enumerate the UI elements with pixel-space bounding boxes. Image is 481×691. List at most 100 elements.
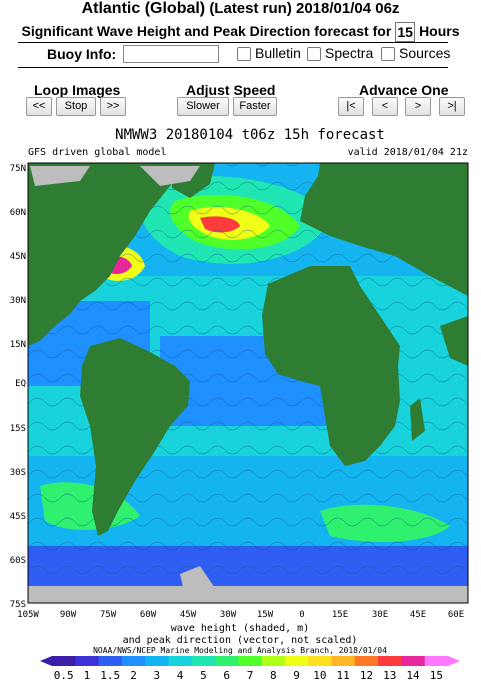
europe-asia-land (300, 163, 468, 296)
map-credit: NOAA/NWS/NCEP Marine Modeling and Analys… (93, 646, 387, 655)
scale-label: 0.5 (54, 669, 74, 682)
scale-label: 13 (383, 669, 396, 682)
scale-swatch (378, 656, 402, 666)
lon-label: 75W (100, 610, 117, 620)
sources-label: Sources (399, 45, 451, 61)
next-frame-button[interactable]: > (405, 97, 431, 116)
subtitle-hours-label: Hours (419, 23, 460, 39)
faster-button[interactable]: Faster (233, 97, 277, 116)
arabia-land (440, 316, 468, 366)
region-title: Atlantic (Global) (81, 0, 206, 17)
scale-label: 3 (154, 669, 161, 682)
lat-label: 15N (10, 340, 26, 350)
lat-label: 45N (10, 252, 26, 262)
prev-frame-button[interactable]: < (372, 97, 398, 116)
spectra-checkbox[interactable] (307, 47, 321, 61)
lat-label: 45S (10, 512, 26, 522)
buoy-info-input[interactable] (123, 45, 219, 63)
map-title: NMWW3 20180104 t06z 15h forecast (115, 127, 385, 143)
loop-forward-button[interactable]: >> (100, 97, 126, 116)
scale-swatch (401, 656, 426, 666)
spectra-label: Spectra (325, 45, 374, 61)
scale-label: 11 (337, 669, 350, 682)
first-frame-button[interactable]: |< (338, 97, 364, 116)
lon-label: 30W (220, 610, 237, 620)
scale-label: 1 (84, 669, 91, 682)
scale-label: 2 (130, 669, 137, 682)
scale-label: 14 (406, 669, 420, 682)
south-america-land (80, 338, 190, 536)
scale-label: 5 (200, 669, 207, 682)
sources-checkbox[interactable] (381, 47, 395, 61)
scale-swatch (238, 656, 263, 666)
antarctic-peninsula-ice (180, 566, 215, 596)
scale-swatch (98, 656, 123, 666)
lat-label: 60N (10, 208, 26, 218)
scale-label: 9 (293, 669, 300, 682)
lat-label: EQ (15, 379, 26, 389)
scale-label: 4 (177, 669, 184, 682)
wave-height-map: NMWW3 20180104 t06z 15h forecast GFS dri… (10, 127, 469, 682)
bulletin-checkbox[interactable] (237, 47, 251, 61)
lon-label: 0 (299, 610, 304, 620)
scale-swatch (354, 656, 379, 666)
slower-button[interactable]: Slower (177, 97, 229, 116)
hours-input[interactable]: 15 (395, 22, 416, 43)
africa-land (262, 266, 400, 466)
valid-time-label: valid 2018/01/04 21z (348, 147, 468, 158)
page-heading: Atlantic (Global) (Latest run) 2018/01/0… (0, 0, 481, 18)
scale-swatch (284, 656, 309, 666)
scale-label: 15 (430, 669, 443, 682)
loop-images-title: Loop Images (34, 82, 121, 98)
scale-swatch (261, 656, 286, 666)
scale-swatch (121, 656, 146, 666)
last-frame-button[interactable]: >| (439, 97, 465, 116)
scale-swatch (191, 656, 216, 666)
lon-label: 105W (17, 610, 39, 620)
longitude-labels: 105W 90W 75W 60W 45W 30W 15W 0 15E 30E 4… (17, 610, 464, 620)
buoy-info-label: Buoy Info: (47, 46, 117, 62)
map-plot-area (28, 163, 468, 603)
buoy-row: Buoy Info: Bulletin Spectra Sources (0, 44, 481, 66)
lat-label: 30N (10, 296, 26, 306)
lon-label: 60E (448, 610, 464, 620)
forecast-subtitle: Significant Wave Height and Peak Directi… (0, 20, 481, 43)
lon-label: 30E (372, 610, 388, 620)
wave-height-scale: 0.5 1 1.5 2 3 4 5 6 7 8 9 10 11 12 13 14 15 (40, 656, 460, 682)
scale-max-arrow (448, 656, 460, 666)
scale-label: 10 (313, 669, 326, 682)
scale-swatch (52, 656, 76, 666)
bulletin-label: Bulletin (255, 45, 301, 61)
model-label: GFS driven global model (28, 147, 166, 158)
lon-label: 45W (180, 610, 197, 620)
map-caption-line1: wave height (shaded, m) (171, 623, 309, 634)
scale-swatch (168, 656, 193, 666)
subtitle-text: Significant Wave Height and Peak Directi… (21, 23, 392, 39)
loop-back-button[interactable]: << (26, 97, 52, 116)
north-america-land (28, 163, 185, 346)
hudson-ice (30, 166, 90, 186)
scale-label: 7 (247, 669, 254, 682)
scale-swatch (331, 656, 356, 666)
map-frame (27, 162, 469, 604)
lon-label: 15W (257, 610, 274, 620)
divider-bottom (18, 67, 448, 68)
scale-label: 12 (360, 669, 373, 682)
madagascar-land (410, 398, 425, 441)
scale-swatch (424, 656, 449, 666)
antarctica-ice (28, 586, 468, 603)
scale-label: 6 (223, 669, 230, 682)
adjust-speed-title: Adjust Speed (186, 82, 276, 98)
scale-min-arrow (40, 656, 52, 666)
scale-swatch (215, 656, 239, 666)
lat-label: 15S (10, 424, 26, 434)
lat-label: 75N (10, 164, 26, 174)
scale-swatch (75, 656, 100, 666)
lat-label: 75S (10, 600, 26, 610)
scale-swatch (308, 656, 333, 666)
arctic-ice (140, 166, 200, 186)
loop-stop-button[interactable]: Stop (56, 97, 96, 116)
lon-label: 60W (140, 610, 157, 620)
advance-one-title: Advance One (359, 82, 449, 98)
lat-label: 30S (10, 468, 26, 478)
